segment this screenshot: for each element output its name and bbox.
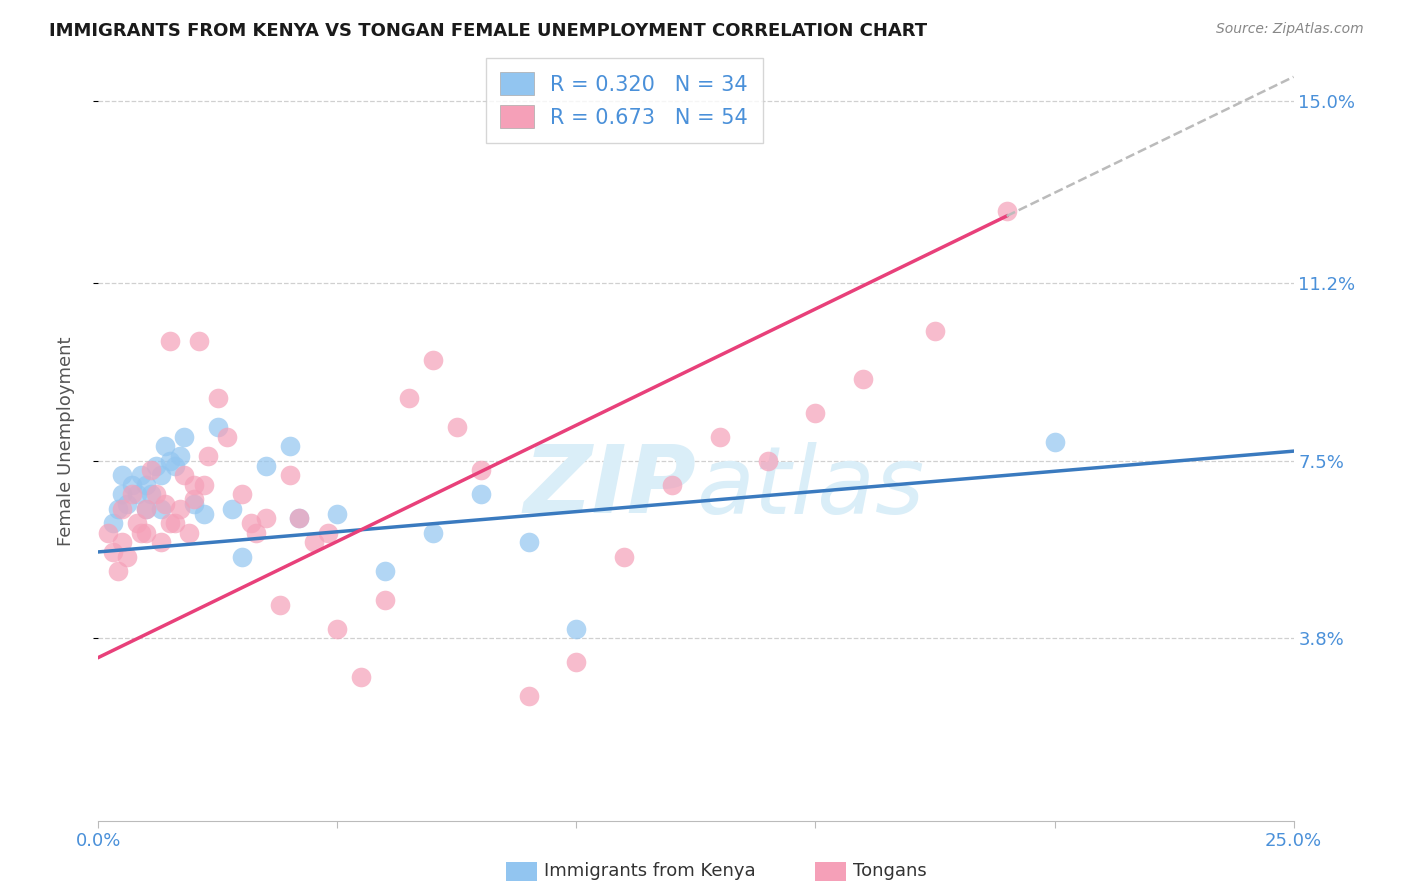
Point (613, 549, 636, 564)
Point (139, 487, 162, 501)
Point (179, 525, 201, 540)
Point (517, 689, 540, 703)
Text: Immigrants from Kenya: Immigrants from Kenya (544, 863, 756, 880)
Point (852, 372, 875, 386)
Point (278, 439, 301, 453)
Point (107, 564, 129, 578)
Point (254, 511, 277, 525)
Point (155, 439, 177, 453)
Point (302, 535, 325, 549)
Point (163, 516, 186, 530)
Point (145, 458, 167, 473)
Point (111, 535, 134, 549)
Point (709, 430, 731, 444)
Point (254, 458, 277, 473)
Point (422, 525, 444, 540)
Point (169, 449, 191, 463)
Point (316, 525, 339, 540)
Point (398, 392, 420, 406)
Point (101, 545, 124, 559)
Point (169, 501, 191, 516)
Point (183, 497, 205, 511)
Point (350, 670, 373, 684)
Point (288, 511, 311, 525)
Point (131, 525, 153, 540)
Point (245, 525, 267, 540)
Point (107, 501, 129, 516)
Point (145, 487, 167, 501)
Point (183, 492, 205, 507)
Point (565, 655, 588, 669)
Point (149, 535, 172, 549)
Text: ZIP: ZIP (523, 441, 696, 533)
Point (135, 501, 157, 516)
Point (173, 430, 195, 444)
Point (470, 487, 492, 501)
Text: atlas: atlas (696, 442, 924, 533)
Point (159, 454, 181, 468)
Point (135, 501, 157, 516)
Point (565, 622, 588, 636)
Point (163, 458, 186, 473)
Point (756, 454, 779, 468)
Point (193, 477, 215, 491)
Point (1043, 434, 1066, 449)
Point (173, 468, 195, 483)
Point (125, 487, 148, 501)
Point (221, 501, 243, 516)
Point (207, 420, 229, 434)
Point (288, 511, 311, 525)
Point (804, 406, 827, 420)
Point (149, 501, 172, 516)
Point (135, 477, 157, 491)
Point (115, 497, 138, 511)
Point (374, 593, 396, 607)
Point (115, 549, 138, 564)
Point (995, 204, 1018, 219)
Legend: R = 0.320   N = 34, R = 0.673   N = 54: R = 0.320 N = 34, R = 0.673 N = 54 (486, 58, 762, 143)
Point (125, 516, 148, 530)
Point (193, 507, 215, 521)
Point (197, 449, 219, 463)
Y-axis label: Female Unemployment: Female Unemployment (56, 337, 75, 546)
Point (187, 334, 209, 348)
Point (374, 564, 396, 578)
Point (97, 525, 120, 540)
Point (121, 477, 143, 491)
Point (111, 468, 134, 483)
Point (661, 477, 683, 491)
Point (135, 525, 157, 540)
Text: Source: ZipAtlas.com: Source: ZipAtlas.com (1216, 22, 1364, 37)
Point (139, 463, 162, 477)
Point (155, 497, 177, 511)
Point (111, 487, 134, 501)
Point (159, 516, 181, 530)
Point (131, 468, 153, 483)
Text: Tongans: Tongans (853, 863, 927, 880)
Point (121, 487, 143, 501)
Point (924, 324, 946, 338)
Point (240, 516, 263, 530)
Point (517, 535, 540, 549)
Point (278, 468, 301, 483)
Point (326, 622, 349, 636)
Point (217, 430, 239, 444)
Point (159, 334, 181, 348)
Point (269, 598, 291, 612)
Point (183, 477, 205, 491)
Point (231, 487, 253, 501)
Point (326, 507, 349, 521)
Point (446, 420, 468, 434)
Point (101, 516, 124, 530)
Point (422, 353, 444, 368)
Text: IMMIGRANTS FROM KENYA VS TONGAN FEMALE UNEMPLOYMENT CORRELATION CHART: IMMIGRANTS FROM KENYA VS TONGAN FEMALE U… (49, 22, 928, 40)
Point (470, 463, 492, 477)
Point (231, 549, 253, 564)
Point (149, 468, 172, 483)
Point (111, 501, 134, 516)
Point (207, 392, 229, 406)
